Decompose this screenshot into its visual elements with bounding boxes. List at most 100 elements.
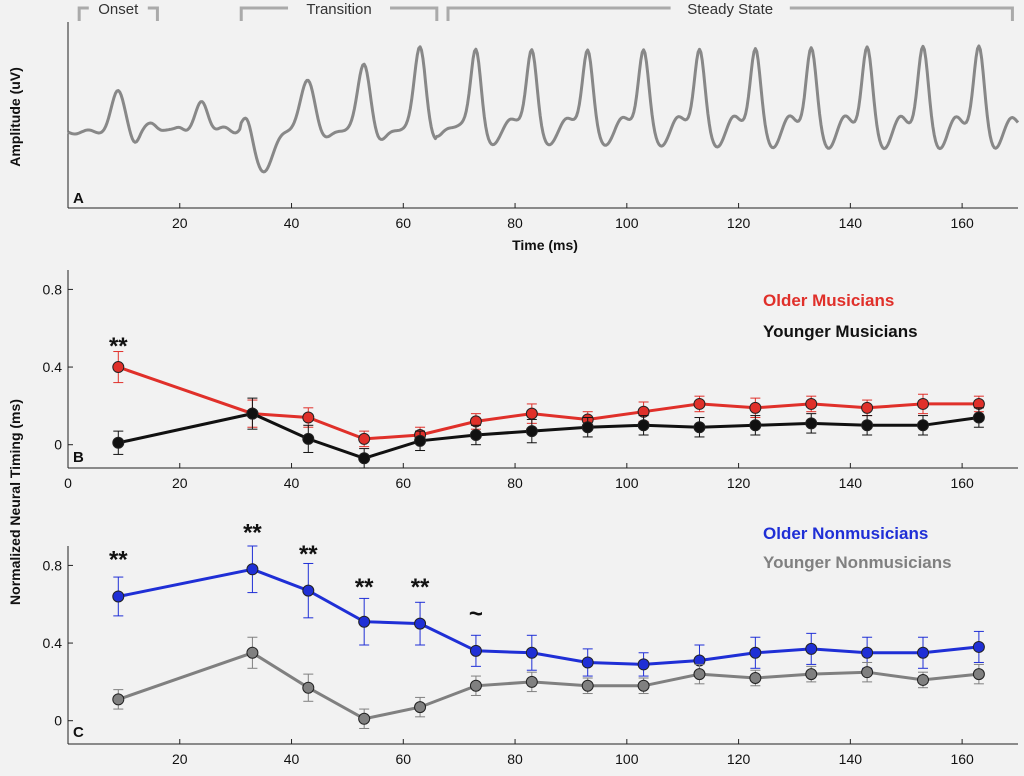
x-tick-label: 80 — [507, 475, 523, 491]
panel-b-letter: B — [73, 449, 84, 466]
significance-marker: ** — [109, 547, 128, 574]
data-point — [414, 434, 427, 447]
data-point — [637, 679, 650, 692]
data-point — [805, 668, 818, 681]
panel-c-legend: Older Nonmusicians Younger Nonmusicians — [763, 524, 952, 572]
x-tick-label: 100 — [615, 751, 639, 767]
panel-a-x-tick-label: 160 — [950, 215, 974, 231]
series-older-nonmusicians — [112, 545, 985, 677]
legend-older-nonmusicians: Older Nonmusicians — [763, 524, 928, 543]
data-point — [693, 668, 706, 681]
significance-marker: ** — [411, 574, 430, 601]
data-point — [749, 419, 762, 432]
legend-younger-musicians: Younger Musicians — [763, 322, 918, 341]
x-tick-label: 120 — [727, 475, 751, 491]
data-point — [581, 679, 594, 692]
y-tick-label: 0.8 — [43, 557, 63, 573]
data-point — [693, 421, 706, 434]
y-tick-label: 0.4 — [43, 635, 63, 651]
panel-a-letter: A — [73, 190, 84, 207]
panel-b: 0 20 40 60 80 100 120 140 160 0 0.4 0.8 ** Older Mu… — [43, 270, 1018, 491]
x-tick-label: 160 — [950, 751, 974, 767]
data-point — [637, 658, 650, 671]
panel-a-x-tick-label: 40 — [284, 215, 300, 231]
region-bracket: Transition — [239, 1, 439, 21]
data-point — [972, 411, 985, 424]
panel-a-x-ticks: 20 40 60 80 100 120 140 160 — [172, 203, 974, 231]
panel-a-x-axis-title: Time (ms) — [512, 237, 578, 253]
data-point — [112, 590, 125, 603]
panel-c-axes: 20 40 60 80 100 120 140 160 0 0.4 0.8 — [43, 557, 974, 767]
data-point — [693, 397, 706, 410]
data-point — [246, 646, 259, 659]
data-point — [525, 646, 538, 659]
data-point — [302, 432, 315, 445]
series-younger-musicians — [112, 397, 985, 469]
data-point — [358, 712, 371, 725]
panel-c-series — [112, 545, 985, 729]
data-point — [246, 563, 259, 576]
data-point — [749, 672, 762, 684]
panel-b-axes: 0 20 40 60 80 100 120 140 160 0 0.4 0.8 — [43, 281, 974, 491]
legend-younger-nonmusicians: Younger Nonmusicians — [763, 553, 952, 572]
series-line — [117, 365, 979, 441]
x-tick-label: 40 — [284, 751, 300, 767]
x-tick-label: 120 — [727, 751, 751, 767]
panel-a-x-tick-label: 100 — [615, 215, 639, 231]
panel-a-waveform — [67, 44, 1020, 174]
significance-marker: ** — [109, 333, 128, 360]
data-point — [302, 681, 315, 694]
panel-b-annotations: ** — [109, 333, 128, 360]
region-bracket: Onset — [77, 1, 159, 21]
y-tick-label: 0.8 — [43, 281, 63, 297]
y-tick-label: 0.4 — [43, 359, 63, 375]
data-point — [861, 419, 874, 432]
panel-a-x-tick-label: 140 — [839, 215, 863, 231]
data-point — [749, 646, 762, 659]
x-tick-label: 140 — [839, 751, 863, 767]
data-point — [302, 584, 315, 597]
data-point — [302, 411, 315, 424]
data-point — [972, 640, 985, 653]
data-point — [861, 666, 874, 679]
x-tick-label: 160 — [950, 475, 974, 491]
data-point — [805, 642, 818, 655]
panel-b-legend: Older Musicians Younger Musicians — [763, 291, 918, 341]
panel-a-x-tick-label: 80 — [507, 215, 523, 231]
data-point — [525, 407, 538, 420]
data-point — [972, 668, 985, 681]
data-point — [469, 679, 482, 692]
panel-a-x-tick-label: 20 — [172, 215, 188, 231]
panel-b-series — [112, 351, 985, 469]
panel-c-plot-frame — [67, 546, 1018, 745]
panel-a-region-brackets: Onset Transition Steady State — [77, 1, 1014, 21]
y-tick-label: 0 — [54, 713, 62, 729]
data-point — [414, 617, 427, 630]
region-label: Onset — [98, 1, 139, 18]
x-tick-label: 40 — [284, 475, 300, 491]
panel-a-x-tick-label: 60 — [396, 215, 412, 231]
significance-marker: ** — [243, 519, 262, 546]
neural-timing-y-axis-title: Normalized Neural Timing (ms) — [7, 399, 23, 605]
x-tick-label: 80 — [507, 751, 523, 767]
panel-c-letter: C — [73, 724, 84, 741]
data-point — [414, 701, 427, 714]
data-point — [581, 656, 594, 669]
data-point — [469, 429, 482, 441]
data-point — [917, 397, 929, 410]
series-line — [117, 651, 980, 721]
y-tick-label: 0 — [54, 437, 62, 453]
data-point — [525, 425, 538, 438]
data-point — [581, 421, 594, 434]
data-point — [861, 401, 874, 414]
data-point — [805, 417, 818, 430]
data-point — [637, 419, 650, 432]
x-tick-label: 0 — [64, 475, 72, 491]
data-point — [861, 646, 874, 659]
legend-older-musicians: Older Musicians — [763, 291, 894, 310]
series-younger-nonmusicians — [112, 636, 985, 729]
x-tick-label: 140 — [839, 475, 863, 491]
region-label: Transition — [306, 1, 371, 18]
